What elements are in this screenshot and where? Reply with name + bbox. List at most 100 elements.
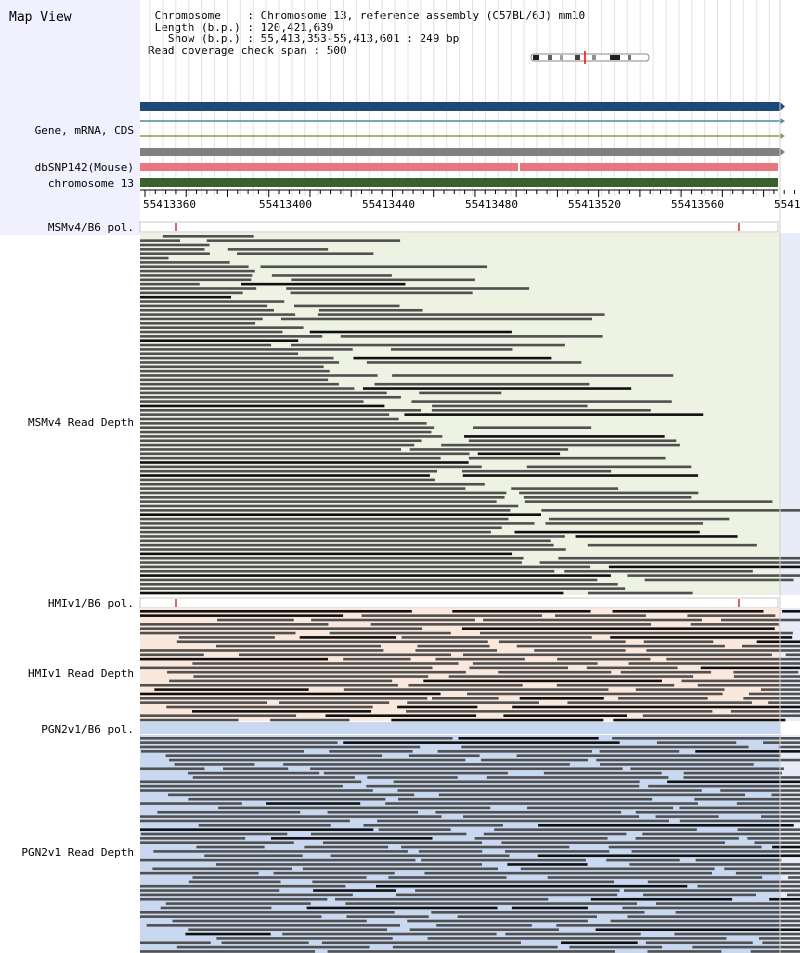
read-bar <box>743 697 800 700</box>
read-bar <box>524 500 773 503</box>
read-bar <box>140 474 430 477</box>
read-bar <box>140 413 390 416</box>
read-bar <box>329 750 413 753</box>
read-bar <box>537 854 800 858</box>
read-bar <box>290 343 565 347</box>
read-bar <box>167 670 466 674</box>
read-bar <box>724 867 800 871</box>
ideogram-band <box>560 55 563 60</box>
read-bar <box>153 850 408 853</box>
read-bar <box>527 806 674 810</box>
read-bar <box>647 880 800 884</box>
ideogram-band <box>533 55 539 60</box>
read-bar <box>655 815 719 818</box>
read-bar <box>140 348 353 351</box>
read-bar <box>140 569 555 573</box>
read-bar <box>321 941 521 945</box>
read-bar <box>511 906 588 910</box>
read-bar <box>323 771 508 775</box>
read-bar <box>747 837 800 840</box>
read-bar <box>309 330 512 334</box>
read-bar <box>587 591 693 595</box>
read-bar <box>140 897 328 901</box>
read-bar <box>140 300 285 303</box>
read-bar <box>667 780 800 784</box>
read-bar <box>140 522 535 525</box>
read-bar <box>635 688 725 691</box>
gene-arrow-gray <box>780 148 785 156</box>
read-bar <box>363 824 503 827</box>
read-bar <box>561 941 638 945</box>
read-bar <box>192 876 367 879</box>
read-bar <box>140 452 470 456</box>
read-bar <box>457 915 597 918</box>
read-bar <box>648 784 800 788</box>
read-bar <box>674 932 800 936</box>
read-bar <box>270 718 350 722</box>
read-bar <box>140 478 435 482</box>
read-bar <box>282 932 497 936</box>
read-bar <box>423 679 662 683</box>
read-bar <box>140 391 387 395</box>
read-bar <box>329 631 451 635</box>
track-label-pgn-depth: PGN2v1 Read Depth <box>21 846 134 859</box>
read-depth-margin <box>780 233 800 595</box>
read-bar <box>392 945 558 949</box>
polymorphism-strip <box>139 597 779 609</box>
read-bar <box>176 945 370 949</box>
read-bar <box>786 893 800 897</box>
read-bar <box>140 750 305 753</box>
read-bar <box>140 745 421 749</box>
read-bar <box>543 771 662 775</box>
read-bar <box>140 623 329 626</box>
read-bar <box>140 409 422 412</box>
read-bar <box>720 789 800 792</box>
read-bar <box>408 683 523 687</box>
read-bar <box>679 819 800 823</box>
read-bar <box>523 496 692 499</box>
read-bar <box>140 356 334 360</box>
read-bar <box>260 265 488 269</box>
mrna-arrow <box>780 118 785 124</box>
read-bar <box>140 543 554 547</box>
read-bar <box>140 574 611 577</box>
read-bar <box>494 828 697 831</box>
read-bar <box>415 649 498 652</box>
read-bar <box>735 871 800 875</box>
read-bar <box>361 614 543 617</box>
read-bar <box>395 893 618 897</box>
read-bar <box>140 430 432 434</box>
read-bar <box>140 461 469 464</box>
read-bar <box>590 897 733 901</box>
read-bar <box>721 618 800 622</box>
track-label-dbsnp: dbSNP142(Mouse) <box>34 161 134 174</box>
left-panel <box>0 0 140 235</box>
read-bar <box>204 854 303 858</box>
read-bar <box>178 636 275 639</box>
read-bar <box>441 443 680 447</box>
read-bar <box>140 832 288 836</box>
read-bar <box>618 697 708 700</box>
gene-arrow <box>780 102 785 111</box>
ideogram-band <box>548 55 552 60</box>
read-bar <box>683 776 800 779</box>
read-bar <box>140 828 374 831</box>
ruler-tick-label: 5541 <box>774 198 800 211</box>
read-bar <box>378 828 451 831</box>
read-bar <box>388 876 507 879</box>
read-bar <box>140 291 243 295</box>
read-bar <box>538 824 794 827</box>
read-bar <box>169 758 466 762</box>
read-bar <box>599 750 680 753</box>
read-bar <box>627 915 800 918</box>
read-bar <box>310 832 467 836</box>
read-bar <box>556 924 800 927</box>
read-bar <box>340 335 603 338</box>
read-bar <box>534 649 626 652</box>
read-bar <box>216 937 393 940</box>
read-bar <box>140 802 242 805</box>
read-bar <box>140 443 415 447</box>
read-bar <box>666 657 800 661</box>
map-view-title: Map View <box>9 10 72 25</box>
